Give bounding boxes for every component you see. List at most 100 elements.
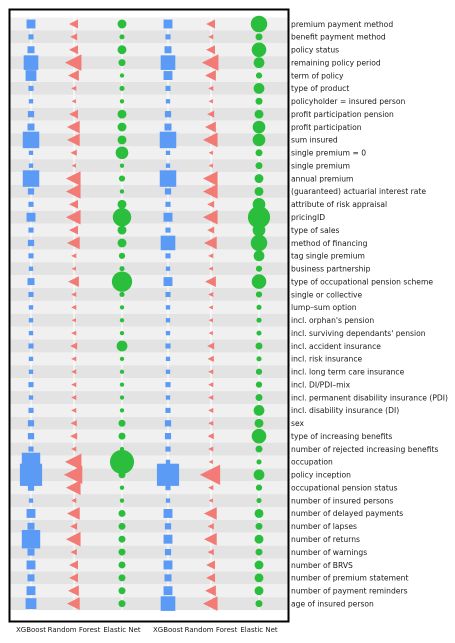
- importance-marker: [207, 226, 215, 234]
- importance-marker: [165, 85, 171, 91]
- importance-marker: [165, 330, 171, 336]
- importance-marker: [65, 480, 81, 495]
- row-band: [10, 69, 288, 82]
- feature-label: incl. DI/PDI–mix: [291, 380, 351, 389]
- importance-marker: [28, 356, 34, 362]
- feature-label: type of increasing benefits: [291, 432, 392, 441]
- feature-label: single premium: [291, 161, 350, 170]
- row-band: [10, 56, 288, 70]
- row-band: [10, 210, 288, 224]
- importance-marker: [206, 573, 216, 583]
- importance-marker: [118, 471, 126, 479]
- row-band: [10, 532, 288, 546]
- row-band: [10, 249, 288, 263]
- importance-marker: [71, 291, 77, 298]
- row-band: [10, 326, 288, 340]
- feature-label: number of rejected increasing benefits: [291, 445, 438, 454]
- importance-marker: [28, 343, 34, 349]
- importance-marker: [256, 317, 262, 323]
- importance-marker: [206, 19, 216, 29]
- importance-marker: [207, 342, 215, 350]
- row-band: [10, 584, 288, 598]
- feature-label: (guaranteed) actuarial interest rate: [291, 187, 426, 196]
- importance-marker: [163, 212, 173, 222]
- importance-marker: [206, 45, 216, 55]
- importance-marker: [64, 453, 82, 471]
- importance-marker: [207, 110, 215, 118]
- row-bands: [10, 17, 288, 611]
- importance-marker: [27, 111, 35, 118]
- importance-marker: [202, 171, 218, 186]
- importance-marker: [253, 469, 265, 481]
- importance-marker: [26, 508, 36, 518]
- importance-marker: [255, 72, 263, 79]
- feature-label: annual premium: [291, 174, 353, 183]
- importance-marker: [256, 356, 262, 362]
- importance-marker: [117, 109, 127, 119]
- importance-marker: [71, 85, 77, 91]
- importance-marker: [23, 55, 39, 70]
- feature-label: method of financing: [291, 239, 368, 248]
- importance-marker: [163, 560, 173, 570]
- importance-marker: [65, 171, 81, 186]
- row-band: [10, 545, 288, 559]
- importance-marker: [26, 586, 36, 596]
- importance-marker: [27, 433, 35, 440]
- importance-marker: [251, 274, 267, 289]
- importance-marker: [69, 45, 79, 55]
- importance-marker: [165, 498, 171, 503]
- importance-marker: [165, 266, 171, 271]
- feature-label: type of product: [291, 84, 349, 93]
- importance-marker: [164, 111, 172, 118]
- importance-marker: [250, 15, 268, 33]
- importance-marker: [255, 548, 263, 556]
- importance-marker: [160, 55, 176, 70]
- feature-label: sex: [291, 419, 304, 428]
- row-band: [10, 597, 288, 611]
- row-band: [10, 571, 288, 585]
- feature-label: number of delayed payments: [291, 509, 403, 518]
- importance-marker: [71, 498, 77, 504]
- importance-marker: [163, 71, 173, 80]
- row-band: [10, 352, 288, 366]
- feature-label: number of premium statement: [291, 574, 408, 583]
- feature-label: incl. long term care insurance: [291, 368, 405, 377]
- importance-marker: [207, 523, 214, 530]
- importance-marker: [163, 534, 173, 544]
- importance-marker: [117, 122, 127, 132]
- importance-marker: [119, 305, 125, 310]
- importance-marker: [164, 188, 172, 195]
- importance-marker: [165, 253, 171, 259]
- importance-marker: [69, 109, 79, 119]
- model-label: XGBoost: [16, 626, 46, 634]
- importance-marker: [70, 33, 78, 41]
- feature-label: lump–sum option: [291, 303, 357, 312]
- importance-marker: [118, 252, 126, 259]
- importance-marker: [254, 186, 264, 196]
- importance-marker: [71, 253, 77, 259]
- importance-marker: [208, 291, 214, 298]
- importance-marker: [71, 356, 77, 362]
- feature-label: incl. orphan's pension: [291, 316, 374, 325]
- feature-label: incl. risk insurance: [291, 355, 362, 364]
- importance-marker: [28, 150, 34, 155]
- importance-marker: [27, 123, 35, 131]
- importance-marker: [208, 34, 214, 40]
- importance-marker: [254, 560, 264, 570]
- importance-marker: [118, 587, 126, 595]
- feature-label: incl. accident insurance: [291, 342, 381, 351]
- importance-marker: [255, 522, 263, 530]
- importance-marker: [164, 433, 172, 440]
- importance-marker: [253, 57, 265, 69]
- importance-marker: [256, 498, 262, 504]
- feature-label: type of sales: [291, 226, 340, 235]
- importance-marker: [164, 123, 172, 131]
- importance-marker: [118, 561, 126, 569]
- importance-marker: [26, 212, 36, 222]
- importance-marker: [119, 163, 125, 168]
- importance-marker: [165, 446, 171, 452]
- importance-marker: [202, 184, 218, 199]
- importance-marker: [64, 54, 82, 71]
- row-band: [10, 339, 288, 353]
- importance-marker: [119, 73, 125, 78]
